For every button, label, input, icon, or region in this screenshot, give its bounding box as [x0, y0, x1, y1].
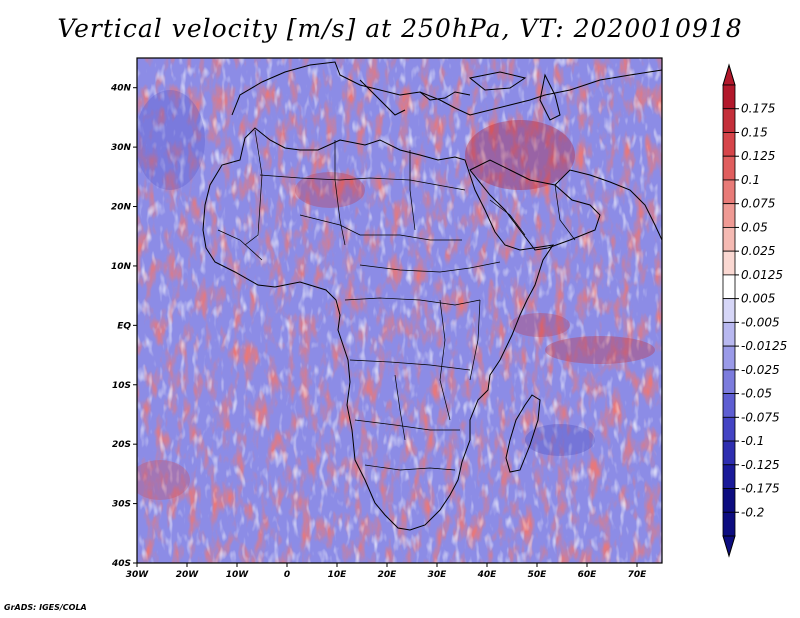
chart-title: Vertical velocity [m/s] at 250hPa, VT: 2…	[57, 14, 743, 43]
colorbar-level-label: 0.175	[741, 102, 775, 116]
lon-tick-label: 60E	[578, 570, 598, 580]
lat-tick-label: 40S	[111, 559, 131, 569]
colorbar-swatch	[722, 393, 736, 418]
colorbar-swatch	[722, 179, 736, 205]
lon-tick-label: 0	[284, 570, 290, 580]
colorbar-bottom-arrow	[722, 535, 736, 558]
colorbar-level-label: 0.05	[741, 220, 768, 234]
lon-tick-label: 70E	[628, 570, 648, 580]
lat-tick-label: 10S	[112, 381, 131, 391]
colorbar-level-label: -0.05	[741, 387, 772, 401]
lat-tick-label: 30N	[111, 143, 132, 153]
country-borders	[217, 129, 576, 471]
lon-tick-label: 20W	[176, 570, 200, 580]
colorbar-swatch	[722, 203, 736, 228]
colorbar-swatch	[722, 369, 736, 394]
colorbar-swatch	[722, 298, 736, 323]
colorbar-swatch	[722, 345, 736, 371]
lat-tick-label: 10N	[111, 262, 132, 272]
colorbar-swatch	[722, 511, 736, 537]
colorbar-swatch	[722, 416, 736, 442]
colorbar-top-arrow	[722, 63, 736, 86]
colorbar-level-label: -0.075	[741, 410, 780, 424]
colorbar-level-label: -0.005	[741, 315, 780, 329]
colorbar-swatch	[722, 132, 736, 157]
axis-ticks: 30W 20W 10W 0 10E 20E 30E 40E 50E 60E 70E 40N 30N 20N…	[110, 84, 647, 580]
colorbar-swatch	[722, 155, 736, 181]
colorbar-level-label: 0.005	[741, 292, 775, 306]
lat-tick-label: 20S	[112, 440, 131, 450]
velocity-field	[137, 58, 662, 563]
colorbar-level-label: 0.15	[741, 125, 768, 139]
lat-tick-label: 20N	[111, 203, 132, 213]
colorbar-level-label: 0.025	[741, 244, 775, 258]
colorbar-swatch	[722, 227, 736, 252]
colorbar-swatch	[722, 84, 736, 110]
colorbar: 0.175 0.15 0.125 0.1 0.075 0.05 0.025 0.0125 0.0…	[722, 63, 787, 558]
colorbar-level-label: 0.0125	[741, 268, 783, 282]
lon-tick-label: 30E	[428, 570, 448, 580]
plot-frame	[136, 57, 663, 564]
colorbar-swatch	[722, 250, 736, 276]
lat-tick-label: 40N	[110, 84, 132, 94]
colorbar-swatch	[722, 108, 736, 133]
lat-tick-label: 30S	[112, 500, 131, 510]
colorbar-swatch	[722, 464, 736, 489]
colorbar-level-label: 0.125	[741, 149, 775, 163]
colorbar-level-label: -0.0125	[741, 339, 787, 353]
colorbar-level-label: -0.2	[741, 505, 764, 519]
colorbar-level-label: 0.1	[741, 173, 760, 187]
colorbar-swatch	[722, 488, 736, 513]
lat-tick-label: EQ	[117, 321, 131, 331]
colorbar-swatch	[722, 440, 736, 466]
colorbar-level-label: -0.125	[741, 458, 780, 472]
colorbar-level-label: -0.1	[741, 434, 764, 448]
colorbar-swatch	[722, 274, 736, 300]
lon-tick-label: 40E	[477, 570, 498, 580]
lon-tick-label: 10W	[226, 570, 250, 580]
colorbar-level-label: 0.075	[741, 197, 775, 211]
lon-tick-label: 30W	[126, 570, 150, 580]
colorbar-level-label: -0.175	[741, 482, 780, 496]
lon-tick-label: 10E	[328, 570, 348, 580]
lon-tick-label: 50E	[528, 570, 548, 580]
lon-tick-label: 20E	[378, 570, 398, 580]
colorbar-swatch	[722, 321, 736, 347]
colorbar-level-label: -0.025	[741, 363, 780, 377]
credit-label: GrADS: IGES/COLA	[4, 603, 87, 612]
